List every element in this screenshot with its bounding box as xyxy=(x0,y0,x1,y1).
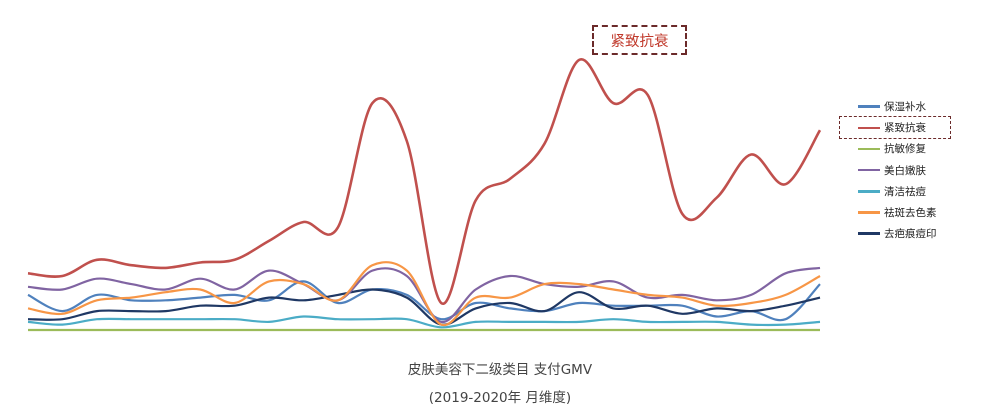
legend-swatch xyxy=(858,168,880,172)
series-line-1 xyxy=(27,280,821,322)
legend-swatch xyxy=(858,232,880,235)
legend-item[interactable]: 抗敏修复 xyxy=(850,138,960,159)
legend-item[interactable]: 美白嫩肤 xyxy=(850,160,960,181)
legend-item[interactable]: 清洁祛痘 xyxy=(850,181,960,202)
series-layer xyxy=(27,58,822,332)
legend-label: 美白嫩肤 xyxy=(884,164,926,177)
legend-label: 保湿补水 xyxy=(884,101,926,114)
legend: 保湿补水 紧致抗衰 抗敏修复 美白嫩肤 清洁祛痘 祛斑去色素 去疤痕痘印 xyxy=(839,96,960,244)
chart-subtitle: (2019-2020年 月维度) xyxy=(428,390,572,406)
legend-swatch xyxy=(858,190,880,193)
series-line-6 xyxy=(27,261,821,327)
legend-label: 祛斑去色素 xyxy=(884,207,937,220)
legend-item[interactable]: 保湿补水 xyxy=(850,96,960,117)
legend-item[interactable]: 紧致抗衰 xyxy=(839,116,951,140)
legend-swatch xyxy=(858,105,880,108)
legend-swatch xyxy=(858,126,880,130)
legend-label: 紧致抗衰 xyxy=(884,122,926,135)
series-line-5 xyxy=(27,315,821,329)
annotation-text: 紧致抗衰 xyxy=(610,33,669,50)
annotation-callout: 紧致抗衰 xyxy=(592,25,687,55)
legend-item[interactable]: 去疤痕痘印 xyxy=(850,223,960,244)
legend-item[interactable]: 祛斑去色素 xyxy=(850,202,960,223)
series-line-2 xyxy=(27,58,822,305)
legend-swatch xyxy=(858,211,880,214)
legend-swatch xyxy=(858,147,880,151)
legend-label: 清洁祛痘 xyxy=(884,185,926,198)
series-line-7 xyxy=(27,288,821,326)
chart-title: 皮肤美容下二级类目 支付GMV xyxy=(407,362,593,378)
legend-label: 去疤痕痘印 xyxy=(884,228,937,241)
legend-label: 抗敏修复 xyxy=(884,143,926,156)
